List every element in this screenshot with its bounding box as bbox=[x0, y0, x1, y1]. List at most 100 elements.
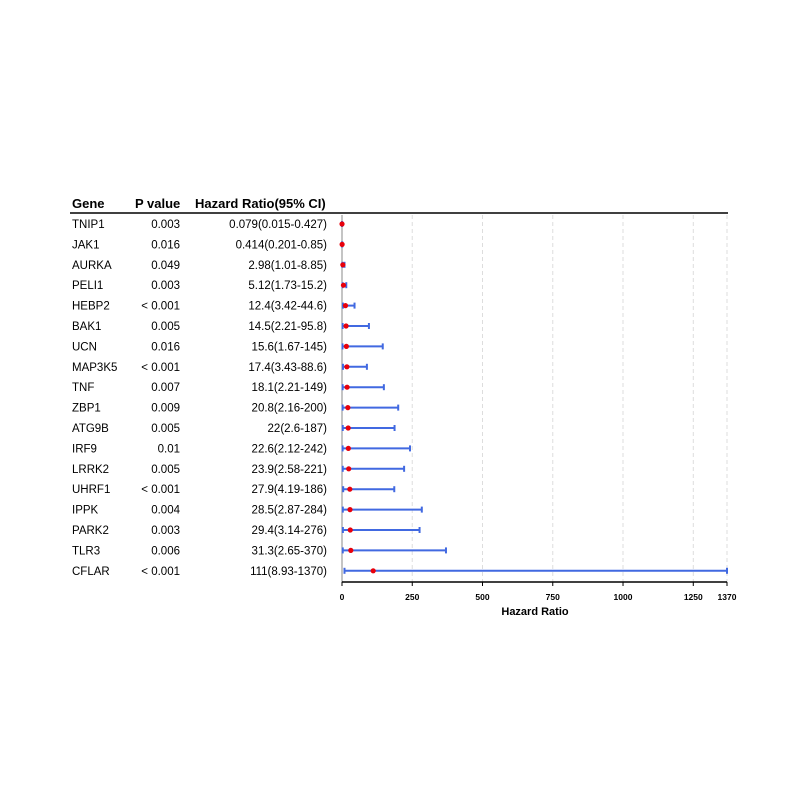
table-row: TNIP1 0.003 0.079(0.015-0.427) bbox=[72, 219, 345, 231]
gene-label: JAK1 bbox=[72, 239, 100, 251]
p-value: < 0.001 bbox=[141, 362, 180, 374]
hazard-ratio-point bbox=[340, 282, 347, 288]
gene-label: CFLAR bbox=[72, 566, 110, 578]
hr-ci-text: 18.1(2.21-149) bbox=[252, 382, 328, 394]
p-value: < 0.001 bbox=[141, 484, 180, 496]
x-tick-label: 1000 bbox=[614, 592, 633, 602]
table-row: IPPK 0.004 28.5(2.87-284) bbox=[72, 505, 423, 517]
p-value: 0.01 bbox=[158, 443, 180, 455]
table-row: LRRK2 0.005 23.9(2.58-221) bbox=[72, 464, 406, 476]
hazard-ratio-point bbox=[343, 343, 349, 349]
hr-ci-text: 22(2.6-187) bbox=[268, 423, 328, 435]
p-value: 0.004 bbox=[151, 505, 180, 517]
p-value: 0.006 bbox=[151, 545, 180, 557]
hr-ci-text: 17.4(3.43-88.6) bbox=[248, 362, 327, 374]
header-p-value: P value bbox=[135, 196, 180, 211]
table-row: ZBP1 0.009 20.8(2.16-200) bbox=[72, 403, 400, 415]
p-value: 0.009 bbox=[151, 403, 180, 415]
gene-label: MAP3K5 bbox=[72, 362, 117, 374]
header-gene: Gene bbox=[72, 196, 105, 211]
hazard-ratio-point bbox=[343, 323, 349, 329]
hazard-ratio-point bbox=[339, 241, 345, 247]
p-value: 0.003 bbox=[151, 280, 180, 292]
p-value: 0.007 bbox=[151, 382, 180, 394]
x-tick-label: 0 bbox=[340, 592, 345, 602]
table-row: TLR3 0.006 31.3(2.65-370) bbox=[72, 545, 447, 557]
x-axis-label: Hazard Ratio bbox=[501, 606, 569, 618]
hazard-ratio-point bbox=[342, 303, 349, 309]
gene-label: BAK1 bbox=[72, 321, 101, 333]
table-row: UHRF1 < 0.001 27.9(4.19-186) bbox=[72, 484, 396, 496]
hazard-ratio-point bbox=[344, 364, 350, 370]
p-value: < 0.001 bbox=[141, 301, 180, 313]
table-row: UCN 0.016 15.6(1.67-145) bbox=[72, 341, 384, 353]
grid-lines bbox=[341, 215, 728, 582]
table-row: AURKA 0.049 2.98(1.01-8.85) bbox=[72, 260, 346, 272]
header-hazard-ratio: Hazard Ratio(95% CI) bbox=[195, 196, 326, 211]
hazard-ratio-point bbox=[344, 384, 350, 390]
p-value: 0.049 bbox=[151, 260, 180, 272]
p-value: 0.016 bbox=[151, 341, 180, 353]
p-value: 0.003 bbox=[151, 219, 180, 231]
hr-ci-text: 28.5(2.87-284) bbox=[252, 505, 328, 517]
hr-ci-text: 27.9(4.19-186) bbox=[252, 484, 328, 496]
hazard-ratio-point bbox=[340, 262, 346, 268]
hr-ci-text: 22.6(2.12-242) bbox=[252, 443, 328, 455]
hr-ci-text: 111(8.93-1370) bbox=[250, 566, 327, 578]
gene-label: LRRK2 bbox=[72, 464, 109, 476]
hr-ci-text: 2.98(1.01-8.85) bbox=[248, 260, 327, 272]
gene-label: TNF bbox=[72, 382, 94, 394]
gene-label: HEBP2 bbox=[72, 301, 110, 313]
gene-label: ATG9B bbox=[72, 423, 109, 435]
table-row: ATG9B 0.005 22(2.6-187) bbox=[72, 423, 396, 435]
p-value: 0.016 bbox=[151, 239, 180, 251]
gene-label: TNIP1 bbox=[72, 219, 105, 231]
p-value: 0.005 bbox=[151, 321, 180, 333]
hazard-ratio-point bbox=[339, 221, 345, 227]
hazard-ratio-point bbox=[347, 486, 353, 492]
x-tick-label: 750 bbox=[546, 592, 560, 602]
hazard-ratio-point bbox=[345, 405, 351, 411]
hr-ci-text: 12.4(3.42-44.6) bbox=[248, 301, 327, 313]
gene-label: ZBP1 bbox=[72, 403, 101, 415]
hr-ci-text: 5.12(1.73-15.2) bbox=[248, 280, 327, 292]
table-row: BAK1 0.005 14.5(2.21-95.8) bbox=[72, 321, 370, 333]
gene-label: IPPK bbox=[72, 505, 99, 517]
p-value: < 0.001 bbox=[141, 566, 180, 578]
x-tick-label: 250 bbox=[405, 592, 419, 602]
hazard-ratio-point bbox=[345, 425, 351, 431]
hr-ci-text: 0.414(0.201-0.85) bbox=[236, 239, 328, 251]
hazard-ratio-point bbox=[345, 445, 351, 451]
gene-label: TLR3 bbox=[72, 545, 100, 557]
hazard-ratio-point bbox=[370, 568, 376, 574]
p-value: 0.005 bbox=[151, 423, 180, 435]
x-tick-label: 500 bbox=[475, 592, 489, 602]
gene-label: PARK2 bbox=[72, 525, 109, 537]
hr-ci-text: 23.9(2.58-221) bbox=[252, 464, 328, 476]
gene-label: IRF9 bbox=[72, 443, 97, 455]
hr-ci-text: 0.079(0.015-0.427) bbox=[229, 219, 327, 231]
x-axis: 0 250 500 750 1000 1250 1370 bbox=[340, 581, 737, 602]
hr-ci-text: 20.8(2.16-200) bbox=[252, 403, 328, 415]
hr-ci-text: 15.6(1.67-145) bbox=[252, 341, 328, 353]
gene-label: UCN bbox=[72, 341, 97, 353]
p-value: 0.003 bbox=[151, 525, 180, 537]
x-tick-label: 1250 bbox=[684, 592, 703, 602]
p-value: 0.005 bbox=[151, 464, 180, 476]
table-row: TNF 0.007 18.1(2.21-149) bbox=[72, 382, 385, 394]
x-tick-label: 1370 bbox=[718, 592, 737, 602]
hr-ci-text: 31.3(2.65-370) bbox=[252, 545, 328, 557]
hazard-ratio-point bbox=[348, 547, 354, 554]
table-row: JAK1 0.016 0.414(0.201-0.85) bbox=[72, 239, 345, 251]
table-row: HEBP2 < 0.001 12.4(3.42-44.6) bbox=[72, 301, 356, 313]
hazard-ratio-point bbox=[347, 527, 353, 533]
hr-ci-text: 14.5(2.21-95.8) bbox=[248, 321, 327, 333]
gene-label: UHRF1 bbox=[72, 484, 110, 496]
table-row: MAP3K5 < 0.001 17.4(3.43-88.6) bbox=[72, 362, 368, 374]
gene-label: PELI1 bbox=[72, 280, 103, 292]
gene-label: AURKA bbox=[72, 260, 112, 272]
table-row: PELI1 0.003 5.12(1.73-15.2) bbox=[72, 280, 348, 292]
table-row: PARK2 0.003 29.4(3.14-276) bbox=[72, 525, 421, 537]
hr-ci-text: 29.4(3.14-276) bbox=[252, 525, 328, 537]
